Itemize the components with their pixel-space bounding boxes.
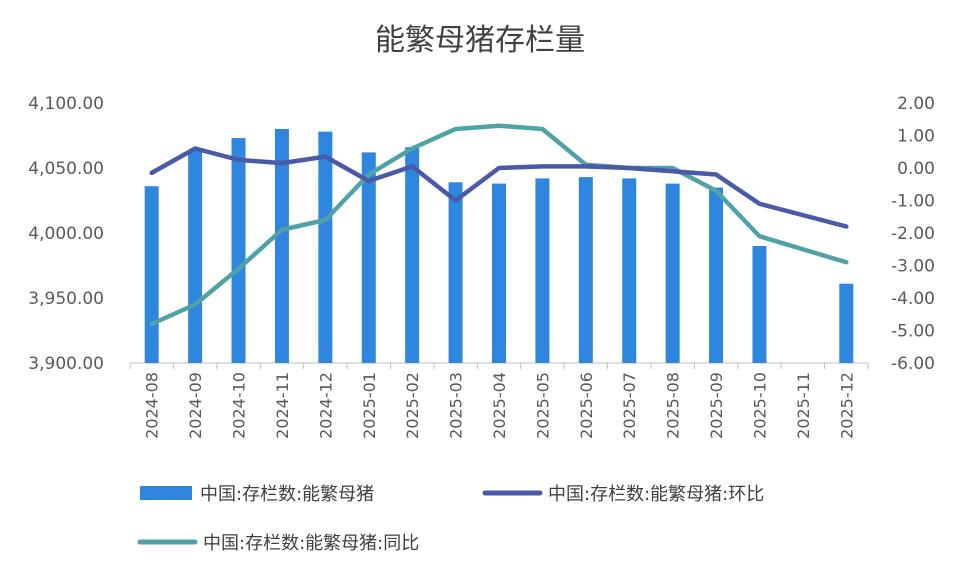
y-right-tick-label: 0.00 <box>897 159 935 179</box>
y-left-tick-label: 3,950.00 <box>28 289 104 309</box>
x-tick-label: 2024-12 <box>316 372 335 439</box>
x-tick-label: 2025-11 <box>794 372 813 439</box>
bar <box>274 129 289 363</box>
x-tick-label: 2025-07 <box>620 372 639 439</box>
bar <box>709 187 724 363</box>
x-tick-label: 2025-03 <box>447 372 466 439</box>
bar <box>622 178 637 363</box>
lines-layer <box>149 123 849 327</box>
bar <box>188 149 203 363</box>
legend-label-line-yoy: 中国:存栏数:能繁母猪:同比 <box>203 533 419 554</box>
x-tick-label: 2025-04 <box>490 372 509 439</box>
bar <box>361 152 376 363</box>
bars-layer <box>144 129 854 363</box>
x-tick-label: 2025-12 <box>837 372 856 439</box>
x-tick-label: 2025-05 <box>533 372 552 439</box>
bar <box>318 131 333 363</box>
bar <box>578 177 593 363</box>
y-right-tick-label: 2.00 <box>897 94 935 114</box>
y-right-tick-label: -5.00 <box>891 322 935 342</box>
series-line <box>149 146 849 229</box>
legend-label-bar: 中国:存栏数:能繁母猪 <box>200 484 374 505</box>
bar <box>448 182 463 363</box>
legend-label-line-mom: 中国:存栏数:能繁母猪:环比 <box>548 484 764 505</box>
y-right-tick-label: -3.00 <box>891 257 935 277</box>
series-line <box>149 123 849 327</box>
bar <box>492 183 506 363</box>
x-tick-label: 2025-10 <box>750 372 769 439</box>
bar <box>405 147 420 363</box>
bar <box>144 186 159 363</box>
x-tick-label: 2024-11 <box>273 372 292 439</box>
x-tick-label: 2024-09 <box>186 372 205 439</box>
x-tick-label: 2025-06 <box>577 372 596 439</box>
x-tick-label: 2024-08 <box>143 372 162 439</box>
x-tick-label: 2025-02 <box>403 372 422 439</box>
y-right-tick-label: -1.00 <box>891 192 935 212</box>
bar <box>752 246 767 363</box>
bar <box>665 183 680 363</box>
axes-layer: 3,900.00 3,950.00 4,000.00 4,050.00 4,100.00… <box>28 94 935 439</box>
legend-swatch-bar <box>140 486 192 500</box>
x-tick-label: 2024-10 <box>230 372 249 439</box>
y-right-tick-label: -2.00 <box>891 224 935 244</box>
bar <box>231 138 246 363</box>
y-right-tick-label: -6.00 <box>891 354 935 374</box>
bar <box>535 178 550 363</box>
y-right-tick-label: -4.00 <box>891 289 935 309</box>
y-right-tick-label: 1.00 <box>897 127 935 147</box>
x-tick-label: 2025-09 <box>707 372 726 439</box>
chart-title: 能繁母猪存栏量 <box>375 23 585 58</box>
bar <box>839 283 854 363</box>
y-left-tick-label: 4,050.00 <box>28 159 104 179</box>
y-left-tick-label: 4,100.00 <box>28 94 104 114</box>
y-left-tick-label: 4,000.00 <box>28 224 104 244</box>
x-tick-label: 2025-01 <box>360 372 379 439</box>
y-left-tick-label: 3,900.00 <box>28 354 104 374</box>
x-tick-label: 2025-08 <box>664 372 683 439</box>
